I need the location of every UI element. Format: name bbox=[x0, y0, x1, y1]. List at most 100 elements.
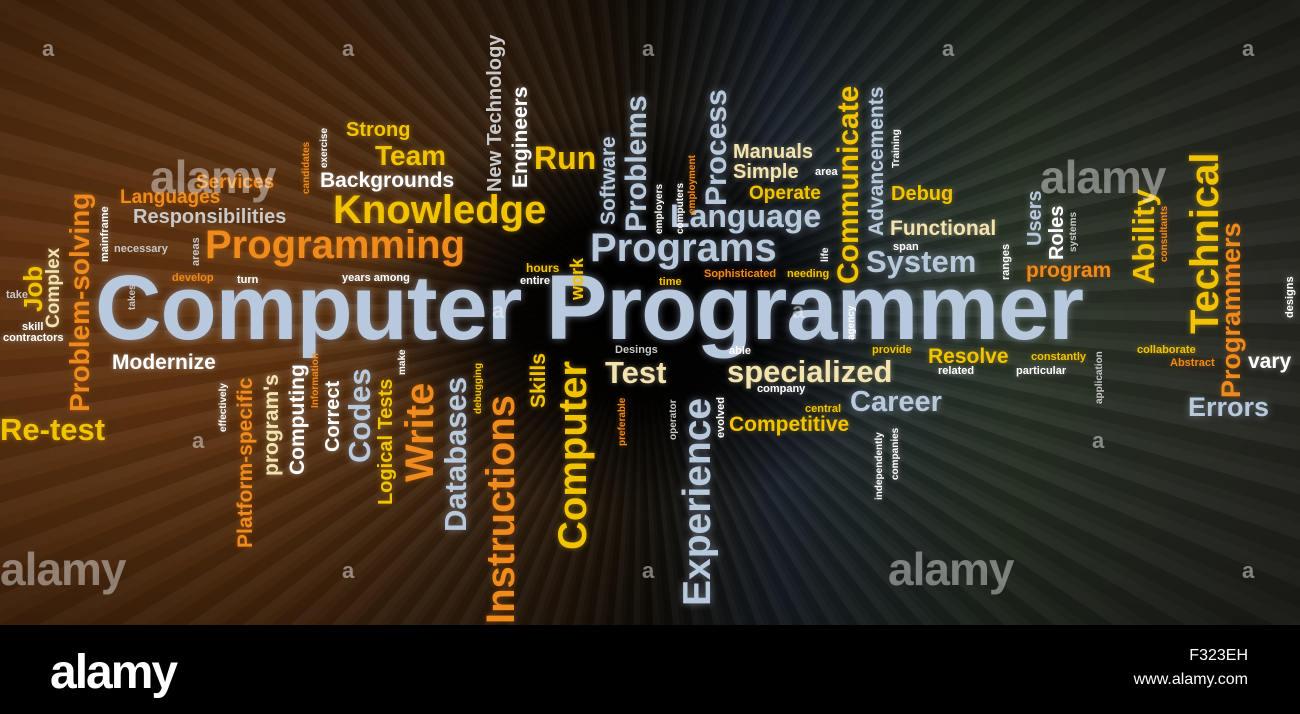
word-backgrounds: Backgrounds bbox=[320, 169, 455, 192]
word-cloud-image: Computer Programmer Programming Knowledg… bbox=[0, 0, 1300, 625]
word-functional: Functional bbox=[890, 217, 997, 240]
word-responsibilities: Responsibilities bbox=[133, 206, 287, 228]
watermark-mark: a bbox=[792, 298, 805, 323]
word-turn: turn bbox=[237, 274, 259, 286]
word-needing: needing bbox=[787, 268, 830, 280]
word-programming: Programming bbox=[205, 223, 466, 267]
word-debug: Debug bbox=[891, 183, 954, 205]
word-particular: particular bbox=[1016, 365, 1067, 377]
word-develop: develop bbox=[172, 272, 214, 284]
word-strong: Strong bbox=[346, 119, 411, 141]
word-computers: computers bbox=[675, 182, 686, 234]
word-designs: designs bbox=[1284, 276, 1296, 318]
word-problems: Problems bbox=[620, 95, 653, 232]
watermark-alamy: alamy bbox=[0, 543, 126, 595]
watermark-alamy: alamy bbox=[888, 543, 1014, 595]
word-competitive: Competitive bbox=[729, 413, 850, 436]
word-effectively: effectively bbox=[218, 383, 229, 432]
word-time: time bbox=[659, 276, 682, 288]
word-contractors: contractors bbox=[3, 332, 64, 344]
word-take: take bbox=[6, 289, 29, 301]
image-id: F323EH bbox=[1189, 647, 1248, 664]
alamy-logo: alamy bbox=[50, 646, 178, 699]
word-roles: Roles bbox=[1046, 205, 1068, 260]
watermark-mark: a bbox=[192, 428, 205, 453]
word-work: work bbox=[567, 257, 587, 300]
watermark-mark: a bbox=[1242, 36, 1255, 61]
word-area: area bbox=[815, 166, 838, 178]
word-computer: Computer bbox=[551, 361, 595, 550]
word-information: Information bbox=[310, 353, 321, 408]
word-instructions: Instructions bbox=[479, 395, 523, 624]
word-independently: independently bbox=[874, 432, 885, 500]
word-related: related bbox=[938, 365, 975, 377]
word-operator: operator bbox=[668, 399, 679, 440]
word-exercise: exercise bbox=[319, 127, 330, 168]
word-operate: Operate bbox=[749, 183, 821, 204]
word-team: Team bbox=[375, 140, 447, 171]
word-application: application bbox=[1094, 351, 1105, 404]
word-modernize: Modernize bbox=[112, 351, 216, 374]
word-resolve: Resolve bbox=[928, 345, 1009, 368]
word-codes: Codes bbox=[342, 368, 377, 463]
site-url: www.alamy.com bbox=[1133, 671, 1248, 688]
watermark-mark: a bbox=[492, 298, 505, 323]
word-constantly: constantly bbox=[1031, 351, 1087, 363]
word-employers: employers bbox=[654, 183, 665, 234]
word-computer-programmer: Computer Programmer bbox=[95, 257, 1084, 359]
word-communicate: Communicate bbox=[832, 85, 865, 284]
word-databases: Databases bbox=[438, 376, 473, 532]
word-mainframe: mainframe bbox=[99, 206, 111, 262]
word-systems: systems bbox=[1068, 211, 1079, 252]
word-re-test: Re-test bbox=[0, 412, 106, 447]
word-software: Software bbox=[597, 136, 620, 225]
word-life: life bbox=[820, 247, 831, 262]
watermark-mark: a bbox=[342, 36, 355, 61]
word-complex: Complex bbox=[43, 247, 64, 328]
word-training: Training bbox=[891, 129, 902, 168]
watermark-mark: a bbox=[942, 36, 955, 61]
word-necessary: necessary bbox=[114, 243, 168, 255]
word-agency: agency bbox=[846, 305, 857, 340]
word-consultants: consultants bbox=[1159, 205, 1170, 262]
word-ranges: ranges bbox=[1000, 243, 1012, 280]
word-languages: Languages bbox=[120, 187, 221, 208]
watermark-mark: a bbox=[342, 558, 355, 583]
word-years-among: years among bbox=[342, 272, 410, 284]
stock-footer: alamy F323EH www.alamy.com bbox=[0, 625, 1300, 714]
word-vary: vary bbox=[1248, 350, 1292, 373]
word-skills: Skills bbox=[527, 353, 550, 408]
watermark-alamy: alamy bbox=[150, 151, 276, 203]
word-process: Process bbox=[700, 89, 733, 206]
word-provide: provide bbox=[872, 344, 912, 356]
word-new-technology: New Technology bbox=[484, 34, 506, 192]
word-company: company bbox=[757, 383, 806, 395]
word-engineers: Engineers bbox=[509, 86, 532, 188]
word-run: Run bbox=[534, 140, 597, 176]
word-entire: entire bbox=[520, 275, 550, 287]
word-central: central bbox=[805, 403, 842, 415]
watermark-mark: a bbox=[1242, 558, 1255, 583]
word-experience: Experience bbox=[676, 397, 719, 606]
word-areas: areas bbox=[190, 237, 202, 266]
watermark-mark: a bbox=[42, 36, 55, 61]
word-platform-specific: Platform-specific bbox=[234, 377, 257, 548]
word-abstract: Abstract bbox=[1170, 357, 1215, 369]
word-correct: Correct bbox=[322, 380, 344, 452]
word-make: make bbox=[397, 349, 408, 375]
word-errors: Errors bbox=[1188, 392, 1270, 422]
word-hours: hours bbox=[526, 261, 560, 275]
word-debugging: debugging bbox=[473, 362, 484, 414]
word-evolved: evolved bbox=[715, 397, 727, 438]
word-system: System bbox=[866, 244, 977, 279]
word-sophisticated: Sophisticated bbox=[704, 268, 777, 280]
word-logical-tests: Logical Tests bbox=[375, 378, 397, 505]
word-preferable: preferable bbox=[617, 397, 628, 446]
word-employment: employment bbox=[687, 155, 698, 214]
watermark-mark: a bbox=[642, 36, 655, 61]
word-specialized: specialized bbox=[727, 354, 893, 389]
word-simple: Simple bbox=[733, 161, 799, 183]
word-programs-possessive: program's bbox=[260, 374, 283, 476]
word-language: Language bbox=[670, 198, 822, 234]
word-manuals: Manuals bbox=[733, 141, 814, 163]
